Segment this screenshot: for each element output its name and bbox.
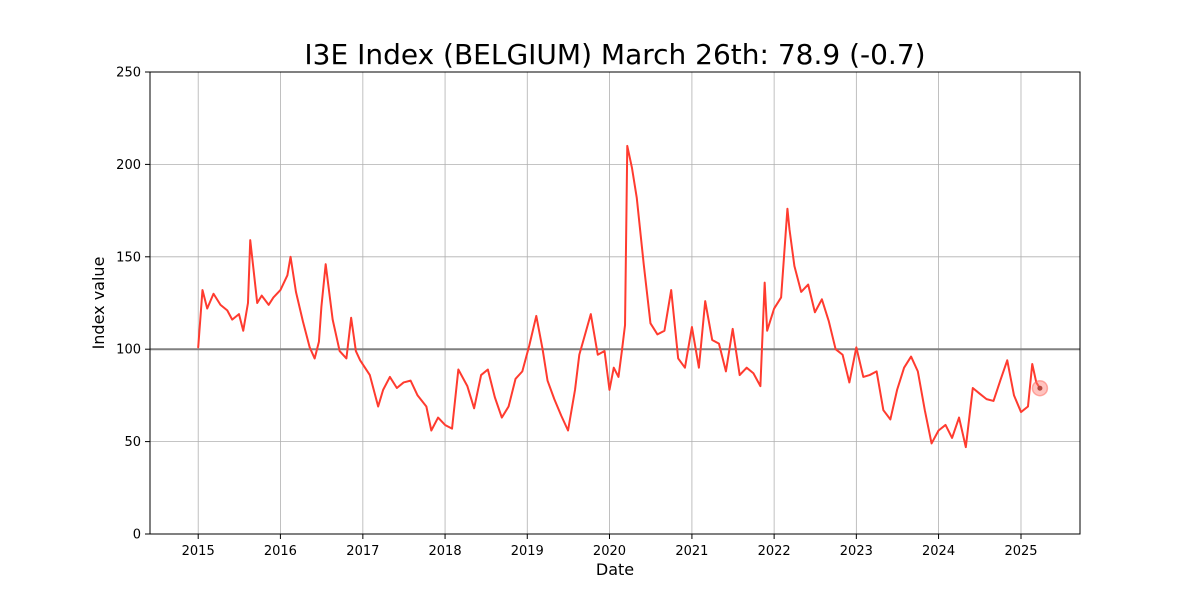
x-tick-label: 2019 (511, 544, 544, 559)
x-tick-label: 2016 (264, 544, 297, 559)
y-tick-label: 50 (124, 435, 141, 450)
series-line (197, 144, 1041, 449)
y-tick-label: 200 (116, 158, 141, 173)
series-group (197, 144, 1041, 449)
x-tick-label: 2017 (346, 544, 379, 559)
x-tick-label: 2020 (593, 544, 626, 559)
x-axis-label: Date (596, 560, 634, 579)
x-tick-label: 2023 (840, 544, 873, 559)
x-grid (197, 72, 1022, 534)
y-axis-label: Index value (89, 257, 108, 350)
y-axis-ticks: 0 50 100 150 200 250 (116, 66, 150, 543)
x-tick-label: 2022 (758, 544, 791, 559)
x-tick-label: 2021 (675, 544, 708, 559)
y-tick-label: 100 (116, 343, 141, 358)
plot-frame (149, 71, 1081, 535)
x-tick-label: 2018 (429, 544, 462, 559)
y-tick-label: 0 (133, 528, 141, 543)
chart-title: I3E Index (BELGIUM) March 26th: 78.9 (-0… (304, 38, 925, 71)
last-point-marker-group (1031, 379, 1049, 397)
y-tick-label: 150 (116, 250, 141, 265)
last-point-marker (1037, 385, 1043, 391)
x-tick-label: 2024 (922, 544, 955, 559)
x-tick-label: 2025 (1004, 544, 1037, 559)
y-tick-label: 250 (116, 66, 141, 81)
x-tick-label: 2015 (182, 544, 215, 559)
x-axis-ticks: 2015 2016 2017 2018 2019 2020 2021 2022 2023 2024… (182, 534, 1038, 559)
